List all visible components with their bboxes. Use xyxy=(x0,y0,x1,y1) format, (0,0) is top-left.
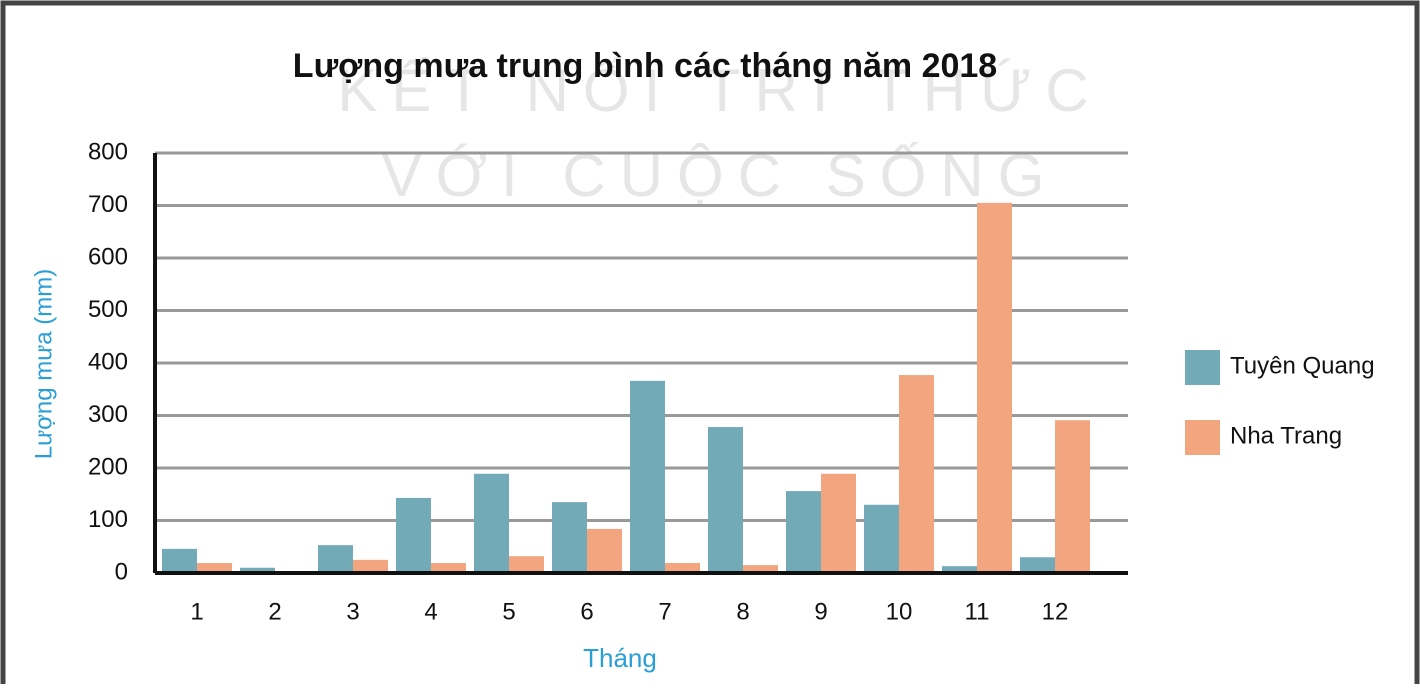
bar xyxy=(821,473,856,573)
x-axis-label: Tháng xyxy=(583,643,657,673)
watermark-text: KẾT NỐI TRI THỨC xyxy=(337,57,1102,124)
bar xyxy=(353,559,388,573)
x-tick-label: 8 xyxy=(736,598,749,625)
y-tick-label: 200 xyxy=(88,453,128,480)
x-tick-label: 3 xyxy=(346,598,359,625)
x-tick-label: 7 xyxy=(658,598,671,625)
x-tick-label: 1 xyxy=(190,598,203,625)
legend-label: Tuyên Quang xyxy=(1230,352,1375,379)
bar xyxy=(708,427,743,573)
y-tick-label: 0 xyxy=(115,558,128,585)
bar xyxy=(630,380,665,573)
bar xyxy=(977,202,1012,573)
bar xyxy=(942,566,977,573)
bar xyxy=(786,491,821,573)
y-tick-label: 800 xyxy=(88,138,128,165)
x-tick-label: 10 xyxy=(886,598,913,625)
bar xyxy=(318,545,353,573)
bar xyxy=(665,563,700,573)
legend-label: Nha Trang xyxy=(1230,422,1342,449)
bar xyxy=(864,504,899,573)
bar xyxy=(509,556,544,573)
legend-swatch xyxy=(1185,420,1220,455)
bar xyxy=(552,502,587,573)
x-tick-label: 6 xyxy=(580,598,593,625)
bar xyxy=(743,565,778,573)
y-tick-label: 100 xyxy=(88,506,128,533)
x-tick-label: 4 xyxy=(424,598,437,625)
y-tick-label: 500 xyxy=(88,296,128,323)
legend-swatch xyxy=(1185,350,1220,385)
chart-title: Lượng mưa trung bình các tháng năm 2018 xyxy=(293,47,997,85)
x-tick-label: 9 xyxy=(814,598,827,625)
bar xyxy=(197,563,232,573)
bar xyxy=(587,528,622,573)
y-tick-label: 400 xyxy=(88,348,128,375)
x-tick-label: 11 xyxy=(965,598,990,625)
bar xyxy=(431,563,466,573)
bar xyxy=(240,567,275,573)
y-axis-label: Lượng mưa (mm) xyxy=(30,269,57,460)
y-tick-label: 600 xyxy=(88,243,128,270)
y-tick-label: 700 xyxy=(88,191,128,218)
x-tick-label: 5 xyxy=(502,598,515,625)
bar xyxy=(899,375,934,573)
y-tick-label: 300 xyxy=(88,401,128,428)
bar xyxy=(474,473,509,573)
bar xyxy=(396,497,431,573)
bar xyxy=(1020,557,1055,573)
x-tick-label: 2 xyxy=(268,598,281,625)
bar xyxy=(1055,420,1090,573)
bar xyxy=(162,548,197,573)
x-tick-label: 12 xyxy=(1042,598,1069,625)
